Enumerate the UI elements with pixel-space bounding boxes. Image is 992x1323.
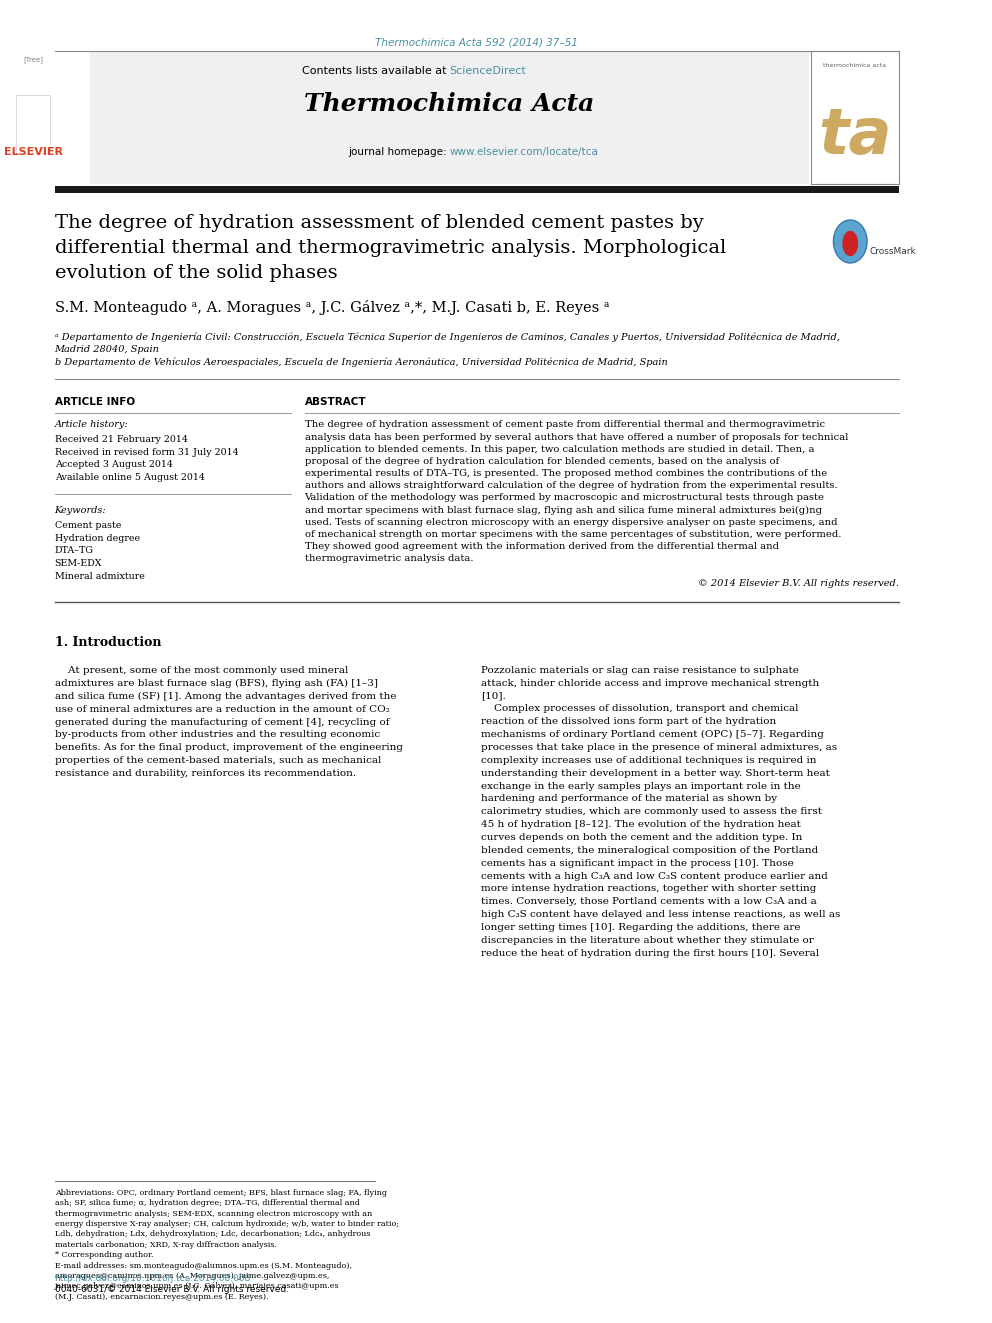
Text: Article history:: Article history: [55, 421, 128, 430]
Text: The degree of hydration assessment of blended cement pastes by
differential ther: The degree of hydration assessment of bl… [55, 214, 726, 282]
Text: thermochimica acta: thermochimica acta [823, 62, 887, 67]
Text: Abbreviations: OPC, ordinary Portland cement; BFS, blast furnace slag; FA, flyin: Abbreviations: OPC, ordinary Portland ce… [55, 1189, 399, 1301]
Text: [Tree]: [Tree] [23, 57, 43, 64]
Text: www.elsevier.com/locate/tca: www.elsevier.com/locate/tca [449, 147, 598, 156]
Text: b Departamento de Vehículos Aeroespaciales, Escuela de Ingeniería Aeronáutica, U: b Departamento de Vehículos Aeroespacial… [55, 357, 668, 368]
Text: Available online 5 August 2014: Available online 5 August 2014 [55, 474, 204, 482]
Text: SEM-EDX: SEM-EDX [55, 560, 102, 568]
Text: © 2014 Elsevier B.V. All rights reserved.: © 2014 Elsevier B.V. All rights reserved… [698, 578, 899, 587]
Text: ELSEVIER: ELSEVIER [4, 147, 62, 156]
Text: Received in revised form 31 July 2014: Received in revised form 31 July 2014 [55, 447, 238, 456]
Text: DTA–TG: DTA–TG [55, 546, 93, 556]
FancyBboxPatch shape [16, 95, 50, 153]
Text: http://dx.doi.org/10.1016/j.tca.2014.08.008: http://dx.doi.org/10.1016/j.tca.2014.08.… [55, 1274, 251, 1283]
Text: Pozzolanic materials or slag can raise resistance to sulphate
attack, hinder chl: Pozzolanic materials or slag can raise r… [481, 665, 841, 958]
FancyBboxPatch shape [55, 185, 899, 193]
Text: Mineral admixture: Mineral admixture [55, 572, 145, 581]
Text: Received 21 February 2014: Received 21 February 2014 [55, 435, 187, 445]
Text: ta: ta [818, 105, 892, 167]
Text: ABSTRACT: ABSTRACT [305, 397, 366, 407]
FancyBboxPatch shape [810, 50, 899, 184]
Text: S.M. Monteagudo ᵃ, A. Moragues ᵃ, J.C. Gálvez ᵃ,*, M.J. Casati b, E. Reyes ᵃ: S.M. Monteagudo ᵃ, A. Moragues ᵃ, J.C. G… [55, 300, 609, 315]
Text: At present, some of the most commonly used mineral
admixtures are blast furnace : At present, some of the most commonly us… [55, 665, 403, 778]
Text: Cement paste: Cement paste [55, 521, 121, 531]
Text: Accepted 3 August 2014: Accepted 3 August 2014 [55, 460, 173, 470]
Text: Hydration degree: Hydration degree [55, 533, 140, 542]
Ellipse shape [833, 220, 867, 263]
Text: ARTICLE INFO: ARTICLE INFO [55, 397, 135, 407]
Text: Thermochimica Acta: Thermochimica Acta [305, 91, 595, 116]
Text: 1. Introduction: 1. Introduction [55, 636, 161, 650]
Text: ᵃ Departamento de Ingeniería Civil: Construcción, Escuela Técnica Superior de In: ᵃ Departamento de Ingeniería Civil: Cons… [55, 332, 839, 353]
Text: CrossMark: CrossMark [870, 247, 917, 255]
Text: Keywords:: Keywords: [55, 507, 106, 516]
FancyBboxPatch shape [90, 50, 809, 184]
Text: 0040-6031/© 2014 Elsevier B.V. All rights reserved.: 0040-6031/© 2014 Elsevier B.V. All right… [55, 1285, 289, 1294]
Text: Contents lists available at: Contents lists available at [302, 66, 449, 77]
Text: Thermochimica Acta 592 (2014) 37–51: Thermochimica Acta 592 (2014) 37–51 [375, 37, 578, 48]
Text: ScienceDirect: ScienceDirect [449, 66, 527, 77]
Ellipse shape [842, 230, 858, 257]
Text: The degree of hydration assessment of cement paste from differential thermal and: The degree of hydration assessment of ce… [305, 421, 848, 564]
Text: journal homepage:: journal homepage: [348, 147, 449, 156]
